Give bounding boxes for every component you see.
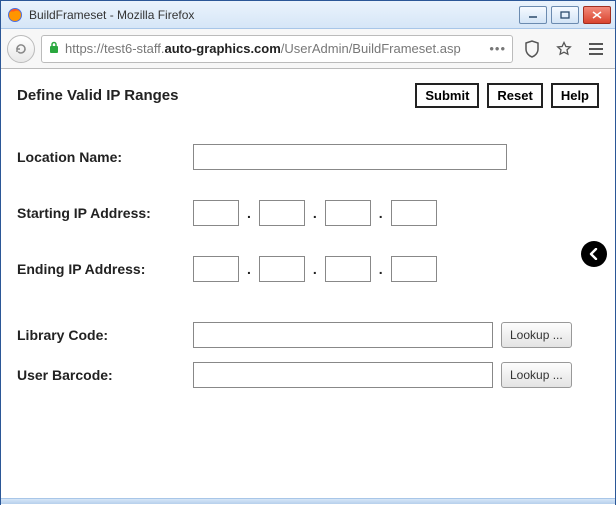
ending-ip-octet-4[interactable] <box>391 256 437 282</box>
window-bottom-border <box>1 498 615 504</box>
window-titlebar: BuildFrameset - Mozilla Firefox <box>1 1 615 29</box>
help-button[interactable]: Help <box>551 83 599 108</box>
minimize-button[interactable] <box>519 6 547 24</box>
url-prefix: https://test6-staff. <box>65 41 164 56</box>
lock-icon <box>48 41 60 57</box>
page-title: Define Valid IP Ranges <box>17 87 178 104</box>
ending-ip-label: Ending IP Address: <box>17 261 193 277</box>
user-barcode-lookup-button[interactable]: Lookup ... <box>501 362 572 388</box>
ending-ip-row: Ending IP Address: . . . <box>17 256 599 282</box>
ip-dot: . <box>379 261 383 277</box>
ip-dot: . <box>313 261 317 277</box>
window-controls <box>519 6 611 24</box>
reload-button[interactable] <box>7 35 35 63</box>
submit-button[interactable]: Submit <box>415 83 479 108</box>
location-name-input[interactable] <box>193 144 507 170</box>
user-barcode-row: User Barcode: Lookup ... <box>17 362 599 388</box>
maximize-button[interactable] <box>551 6 579 24</box>
library-code-row: Library Code: Lookup ... <box>17 322 599 348</box>
close-button[interactable] <box>583 6 611 24</box>
starting-ip-label: Starting IP Address: <box>17 205 193 221</box>
ip-dot: . <box>247 205 251 221</box>
page-header: Define Valid IP Ranges Submit Reset Help <box>17 83 599 108</box>
ip-dot: . <box>313 205 317 221</box>
more-icon[interactable]: ••• <box>489 41 506 56</box>
ending-ip-octet-3[interactable] <box>325 256 371 282</box>
window-title: BuildFrameset - Mozilla Firefox <box>29 8 519 22</box>
url-text: https://test6-staff.auto-graphics.com/Us… <box>65 41 484 56</box>
location-name-row: Location Name: <box>17 144 599 170</box>
reset-button[interactable]: Reset <box>487 83 542 108</box>
url-bar[interactable]: https://test6-staff.auto-graphics.com/Us… <box>41 35 513 63</box>
location-name-label: Location Name: <box>17 149 193 165</box>
ending-ip-octet-2[interactable] <box>259 256 305 282</box>
library-code-input[interactable] <box>193 322 493 348</box>
library-code-lookup-button[interactable]: Lookup ... <box>501 322 572 348</box>
firefox-icon <box>7 7 23 23</box>
starting-ip-row: Starting IP Address: . . . <box>17 200 599 226</box>
ending-ip-octet-1[interactable] <box>193 256 239 282</box>
user-barcode-input[interactable] <box>193 362 493 388</box>
page-content: Define Valid IP Ranges Submit Reset Help… <box>1 69 615 506</box>
header-buttons: Submit Reset Help <box>415 83 599 108</box>
ip-dot: . <box>379 205 383 221</box>
shield-icon[interactable] <box>519 36 545 62</box>
ip-dot: . <box>247 261 251 277</box>
starting-ip-octet-4[interactable] <box>391 200 437 226</box>
starting-ip-octet-3[interactable] <box>325 200 371 226</box>
user-barcode-label: User Barcode: <box>17 367 193 383</box>
library-code-label: Library Code: <box>17 327 193 343</box>
hamburger-menu-icon[interactable] <box>583 36 609 62</box>
starting-ip-octet-2[interactable] <box>259 200 305 226</box>
url-host: auto-graphics.com <box>164 41 280 56</box>
browser-toolbar: https://test6-staff.auto-graphics.com/Us… <box>1 29 615 69</box>
starting-ip-octet-1[interactable] <box>193 200 239 226</box>
chevron-left-icon[interactable] <box>581 241 607 267</box>
url-suffix: /UserAdmin/BuildFrameset.asp <box>281 41 461 56</box>
browser-window: BuildFrameset - Mozilla Firefox https://… <box>0 0 616 505</box>
bookmark-star-icon[interactable] <box>551 36 577 62</box>
